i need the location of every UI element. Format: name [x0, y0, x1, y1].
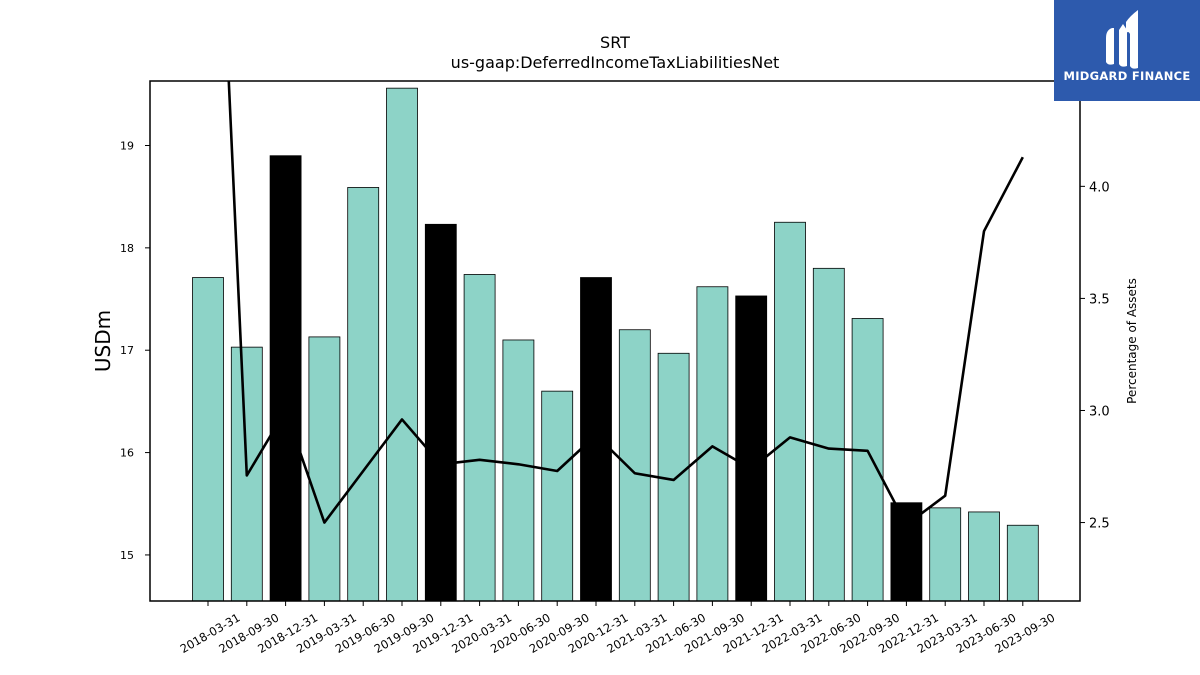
chart-subtitle: us-gaap:DeferredIncomeTaxLiabilitiesNet	[451, 53, 780, 72]
bar-2022-06-30	[812, 267, 845, 602]
y2-tick-label: 3.0	[1089, 404, 1110, 419]
bar-2021-03-31	[618, 329, 651, 602]
bar-2020-06-30	[502, 339, 535, 602]
bar-2019-12-31	[424, 223, 457, 602]
bar-2022-12-31	[890, 502, 923, 602]
bar-2019-03-31	[308, 336, 341, 602]
y-tick-label: 18	[120, 242, 134, 255]
y-axis-left: 15 16 17 18 19	[120, 139, 150, 562]
x-axis: 2018-03-312018-09-302018-12-312019-03-31…	[178, 601, 1057, 656]
y2-axis-label: Percentage of Assets	[1125, 278, 1139, 404]
bar-2022-09-30	[851, 318, 884, 602]
midgard-m-icon	[1106, 10, 1138, 69]
bar-2019-06-30	[347, 187, 380, 602]
line-series	[227, 81, 1024, 527]
bar-2021-09-30	[696, 286, 729, 602]
bar-2023-09-30	[1006, 524, 1039, 602]
bar-2022-03-31	[774, 221, 806, 602]
percentage-of-assets-line	[227, 81, 1024, 527]
bar-series	[192, 87, 1039, 602]
y2-tick-label: 3.5	[1089, 292, 1110, 307]
bar-2018-12-31	[269, 155, 302, 602]
plot-frame	[149, 80, 1081, 602]
bar-2020-03-31	[463, 274, 496, 602]
y-axis-right: 2.5 3.0 3.5 4.0	[1080, 180, 1110, 532]
bar-2020-09-30	[541, 390, 574, 602]
bar-2018-03-31	[192, 277, 224, 602]
y-axis-label: USDm	[91, 310, 115, 372]
y2-tick-label: 4.0	[1089, 180, 1110, 195]
bar-2020-12-31	[580, 277, 612, 602]
y-tick-label: 16	[120, 447, 134, 460]
brand-logo: MIDGARD FINANCE	[1054, 0, 1200, 101]
chart-title: SRT	[600, 33, 630, 52]
bar-2021-12-31	[735, 295, 768, 602]
y2-tick-label: 2.5	[1089, 517, 1110, 532]
brand-name: MIDGARD FINANCE	[1063, 69, 1191, 83]
y-tick-label: 15	[120, 549, 134, 562]
bar-2019-09-30	[386, 87, 418, 602]
bar-2023-03-31	[929, 507, 962, 602]
bar-2023-06-30	[968, 511, 1000, 602]
y-tick-label: 17	[120, 344, 134, 357]
y-tick-label: 19	[120, 139, 134, 152]
